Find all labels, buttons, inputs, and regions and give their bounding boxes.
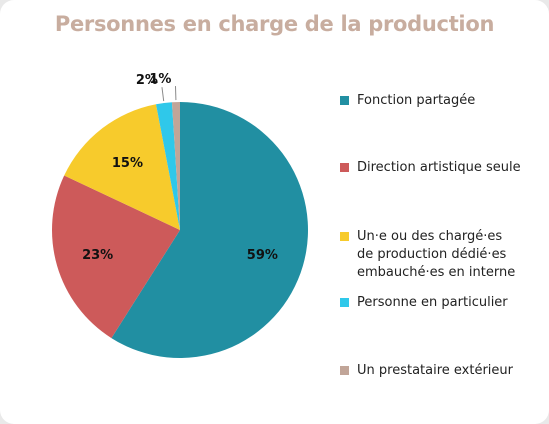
slice-value-label: 59% bbox=[247, 248, 278, 263]
slice-value-label: 2% bbox=[136, 73, 158, 88]
legend-swatch bbox=[340, 298, 349, 307]
legend: Fonction partagée Direction artistique s… bbox=[340, 0, 545, 424]
legend-swatch bbox=[340, 96, 349, 105]
legend-label: Direction artistique seule bbox=[357, 160, 521, 175]
pie-slice bbox=[111, 102, 308, 358]
pie-slice bbox=[52, 175, 180, 339]
legend-swatch bbox=[340, 232, 349, 241]
slice-value-label: 23% bbox=[82, 248, 113, 263]
legend-label: Un prestataire extérieur bbox=[357, 363, 513, 378]
legend-label: Un·e ou des chargé·es de production dédi… bbox=[357, 229, 516, 280]
legend-swatch bbox=[340, 163, 349, 172]
pie-slice bbox=[156, 102, 180, 230]
legend-label: Personne en particulier bbox=[357, 295, 508, 310]
slice-value-label: 15% bbox=[112, 156, 143, 171]
slice-value-label: 1% bbox=[149, 72, 171, 87]
chart-title: Personnes en charge de la production bbox=[54, 12, 495, 36]
legend-label: Fonction partagée bbox=[357, 93, 476, 108]
pie-slice bbox=[64, 104, 180, 230]
legend-swatch bbox=[340, 366, 349, 375]
label-leader-line bbox=[161, 87, 165, 102]
pie-slice bbox=[171, 102, 180, 230]
